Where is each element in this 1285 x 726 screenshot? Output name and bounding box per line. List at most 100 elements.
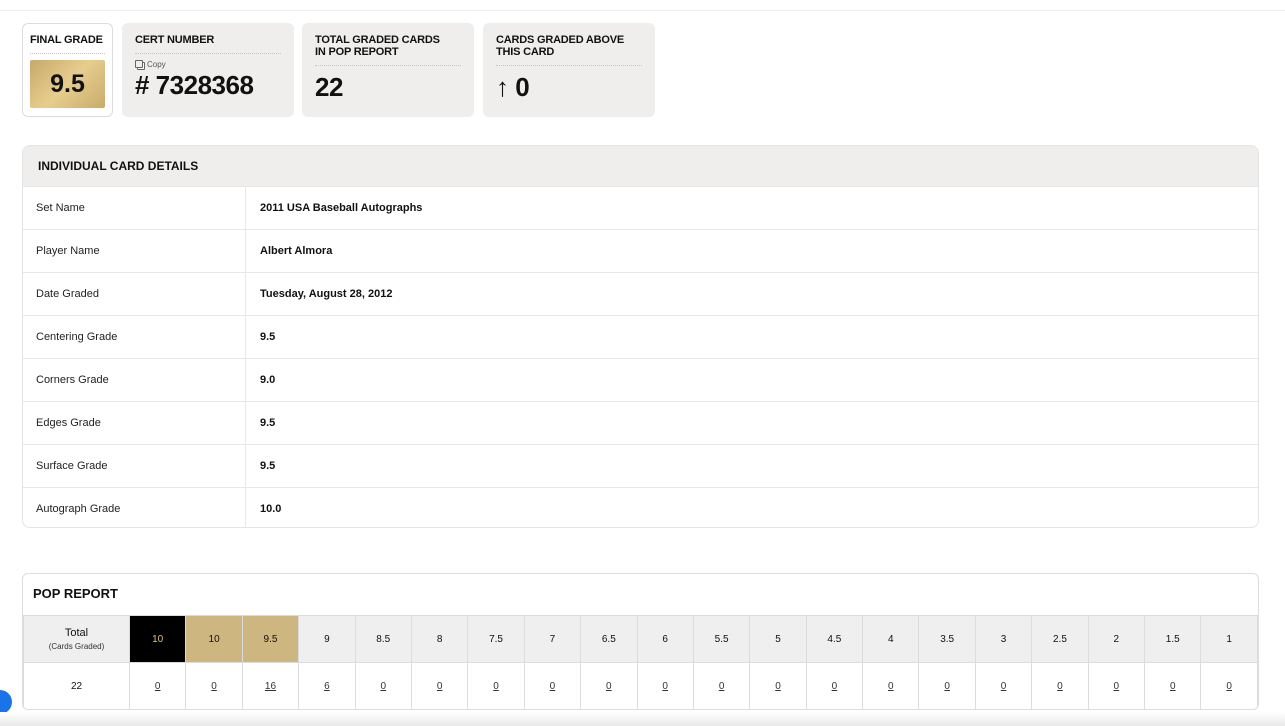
grade-count-link[interactable]: 0 bbox=[718, 681, 725, 692]
cert-number-label: CERT NUMBER bbox=[135, 34, 215, 46]
grade-header: 1 bbox=[1200, 615, 1258, 663]
grade-count-cell: 0 bbox=[185, 662, 243, 709]
detail-value: 9.5 bbox=[260, 417, 276, 429]
grade-header: 1.5 bbox=[1144, 615, 1202, 663]
detail-label: Edges Grade bbox=[23, 402, 246, 444]
total-graded-card: TOTAL GRADED CARDS IN POP REPORT 22 bbox=[302, 23, 474, 117]
total-graded-value: 22 bbox=[315, 72, 343, 102]
grade-count-cell: 0 bbox=[862, 662, 920, 709]
grade-header: 2.5 bbox=[1031, 615, 1089, 663]
grade-count-cell: 0 bbox=[749, 662, 807, 709]
grade-count-cell: 0 bbox=[467, 662, 525, 709]
grade-count-cell: 0 bbox=[580, 662, 638, 709]
total-graded-label: TOTAL GRADED CARDS IN POP REPORT bbox=[315, 34, 440, 58]
grade-count-link[interactable]: 0 bbox=[662, 681, 668, 692]
grade-count-link[interactable]: 0 bbox=[436, 681, 443, 692]
copy-label: Copy bbox=[147, 59, 166, 69]
grade-count-cell: 0 bbox=[636, 662, 694, 709]
grade-count-cell: 0 bbox=[1087, 662, 1146, 709]
detail-label: Set Name bbox=[23, 187, 246, 229]
grade-count-cell: 0 bbox=[410, 662, 469, 709]
grade-count-link[interactable]: 0 bbox=[887, 681, 894, 692]
grade-header: 6 bbox=[636, 615, 694, 663]
grade-header: 4.5 bbox=[805, 615, 864, 663]
detail-label: Surface Grade bbox=[23, 445, 246, 487]
grade-count-link[interactable]: 16 bbox=[264, 681, 277, 692]
detail-row: Surface Grade 9.5 bbox=[23, 444, 1258, 487]
grade-header: 3 bbox=[974, 615, 1033, 663]
grade-header: 5 bbox=[749, 615, 807, 663]
grade-count-link[interactable]: 0 bbox=[380, 681, 387, 692]
total-label: Total bbox=[64, 627, 89, 639]
detail-label: Centering Grade bbox=[23, 316, 246, 358]
detail-row: Player Name Albert Almora bbox=[23, 229, 1258, 272]
final-grade-value: 9.5 bbox=[30, 60, 105, 108]
grade-count-cell: 0 bbox=[805, 662, 864, 709]
pop-report-title: POP REPORT bbox=[33, 586, 119, 601]
copy-icon bbox=[135, 60, 143, 68]
graded-above-label: CARDS GRADED ABOVE THIS CARD bbox=[496, 34, 625, 58]
grade-header: 3.5 bbox=[918, 615, 976, 663]
detail-label: Date Graded bbox=[23, 273, 246, 315]
floating-action-button[interactable] bbox=[0, 690, 12, 714]
grade-header: 2 bbox=[1087, 615, 1146, 663]
grade-count-cell: 0 bbox=[692, 662, 751, 709]
bottom-shadow bbox=[0, 712, 1285, 726]
detail-value: 9.5 bbox=[260, 331, 276, 343]
detail-value: 10.0 bbox=[260, 503, 282, 515]
grade-count-cell: 0 bbox=[354, 662, 412, 709]
grade-header: 6.5 bbox=[580, 615, 638, 663]
copy-button[interactable]: Copy bbox=[135, 58, 281, 70]
grade-count-link[interactable]: 0 bbox=[493, 681, 499, 692]
cert-number-card: CERT NUMBER Copy # 7328368 bbox=[122, 23, 294, 117]
grade-count-link[interactable]: 0 bbox=[606, 681, 612, 692]
final-grade-card: FINAL GRADE 9.5 bbox=[22, 23, 113, 117]
grade-count-cell: 0 bbox=[1200, 662, 1258, 709]
total-sub-label: (Cards Graded) bbox=[48, 642, 105, 651]
detail-row: Autograph Grade 10.0 bbox=[23, 487, 1258, 527]
detail-row: Centering Grade 9.5 bbox=[23, 315, 1258, 358]
grade-count-link[interactable]: 0 bbox=[831, 681, 838, 692]
grade-count-cell: 0 bbox=[918, 662, 976, 709]
top-divider bbox=[0, 10, 1285, 11]
pop-report-panel: POP REPORT Total (Cards Graded) 10 10 9.5 9 8.… bbox=[22, 573, 1259, 710]
grade-count-cell: 0 bbox=[523, 662, 582, 709]
grade-header: 7 bbox=[523, 615, 582, 663]
graded-above-card: CARDS GRADED ABOVE THIS CARD ↑ 0 bbox=[483, 23, 655, 117]
grade-count-link[interactable]: 0 bbox=[944, 681, 950, 692]
grade-count-cell: 0 bbox=[128, 662, 187, 709]
detail-value: Albert Almora bbox=[260, 245, 333, 257]
detail-row: Set Name 2011 USA Baseball Autographs bbox=[23, 186, 1258, 229]
grade-count-cell: 16 bbox=[241, 662, 300, 709]
grade-count-link[interactable]: 0 bbox=[1113, 681, 1120, 692]
detail-label: Player Name bbox=[23, 230, 246, 272]
grade-count-link[interactable]: 0 bbox=[1000, 681, 1007, 692]
grade-header: 8.5 bbox=[354, 615, 412, 663]
grade-count-link[interactable]: 6 bbox=[324, 681, 330, 692]
detail-label: Corners Grade bbox=[23, 359, 246, 401]
grade-count-cell: 0 bbox=[1144, 662, 1202, 709]
grade-count-link[interactable]: 0 bbox=[1169, 681, 1176, 692]
grade-count-link[interactable]: 0 bbox=[154, 681, 161, 692]
grade-header: 8 bbox=[410, 615, 469, 663]
card-details-title: INDIVIDUAL CARD DETAILS bbox=[23, 146, 1258, 186]
grade-header: 4 bbox=[862, 615, 920, 663]
grade-count-link[interactable]: 0 bbox=[549, 681, 556, 692]
detail-value: 2011 USA Baseball Autographs bbox=[260, 202, 423, 214]
grade-header: 9.5 bbox=[241, 615, 300, 663]
card-details-panel: INDIVIDUAL CARD DETAILS Set Name 2011 USA… bbox=[22, 145, 1259, 528]
grade-count-link[interactable]: 0 bbox=[211, 681, 217, 692]
grade-count-link[interactable]: 0 bbox=[775, 681, 781, 692]
detail-value: Tuesday, August 28, 2012 bbox=[260, 288, 393, 300]
grade-header: 10 bbox=[185, 615, 243, 663]
grade-count-link[interactable]: 0 bbox=[1226, 681, 1232, 692]
graded-above-value: ↑ 0 bbox=[496, 72, 530, 102]
total-header: Total (Cards Graded) bbox=[23, 615, 130, 663]
detail-label: Autograph Grade bbox=[23, 488, 246, 527]
cert-number-value: # 7328368 bbox=[135, 70, 254, 100]
grade-header: 10 bbox=[128, 615, 187, 663]
detail-value: 9.5 bbox=[260, 460, 276, 472]
grade-count-cell: 6 bbox=[298, 662, 356, 709]
grade-count-link[interactable]: 0 bbox=[1057, 681, 1063, 692]
pop-report-table: Total (Cards Graded) 10 10 9.5 9 8.5 8 7.5 7 6.5 6 5… bbox=[23, 615, 1258, 709]
